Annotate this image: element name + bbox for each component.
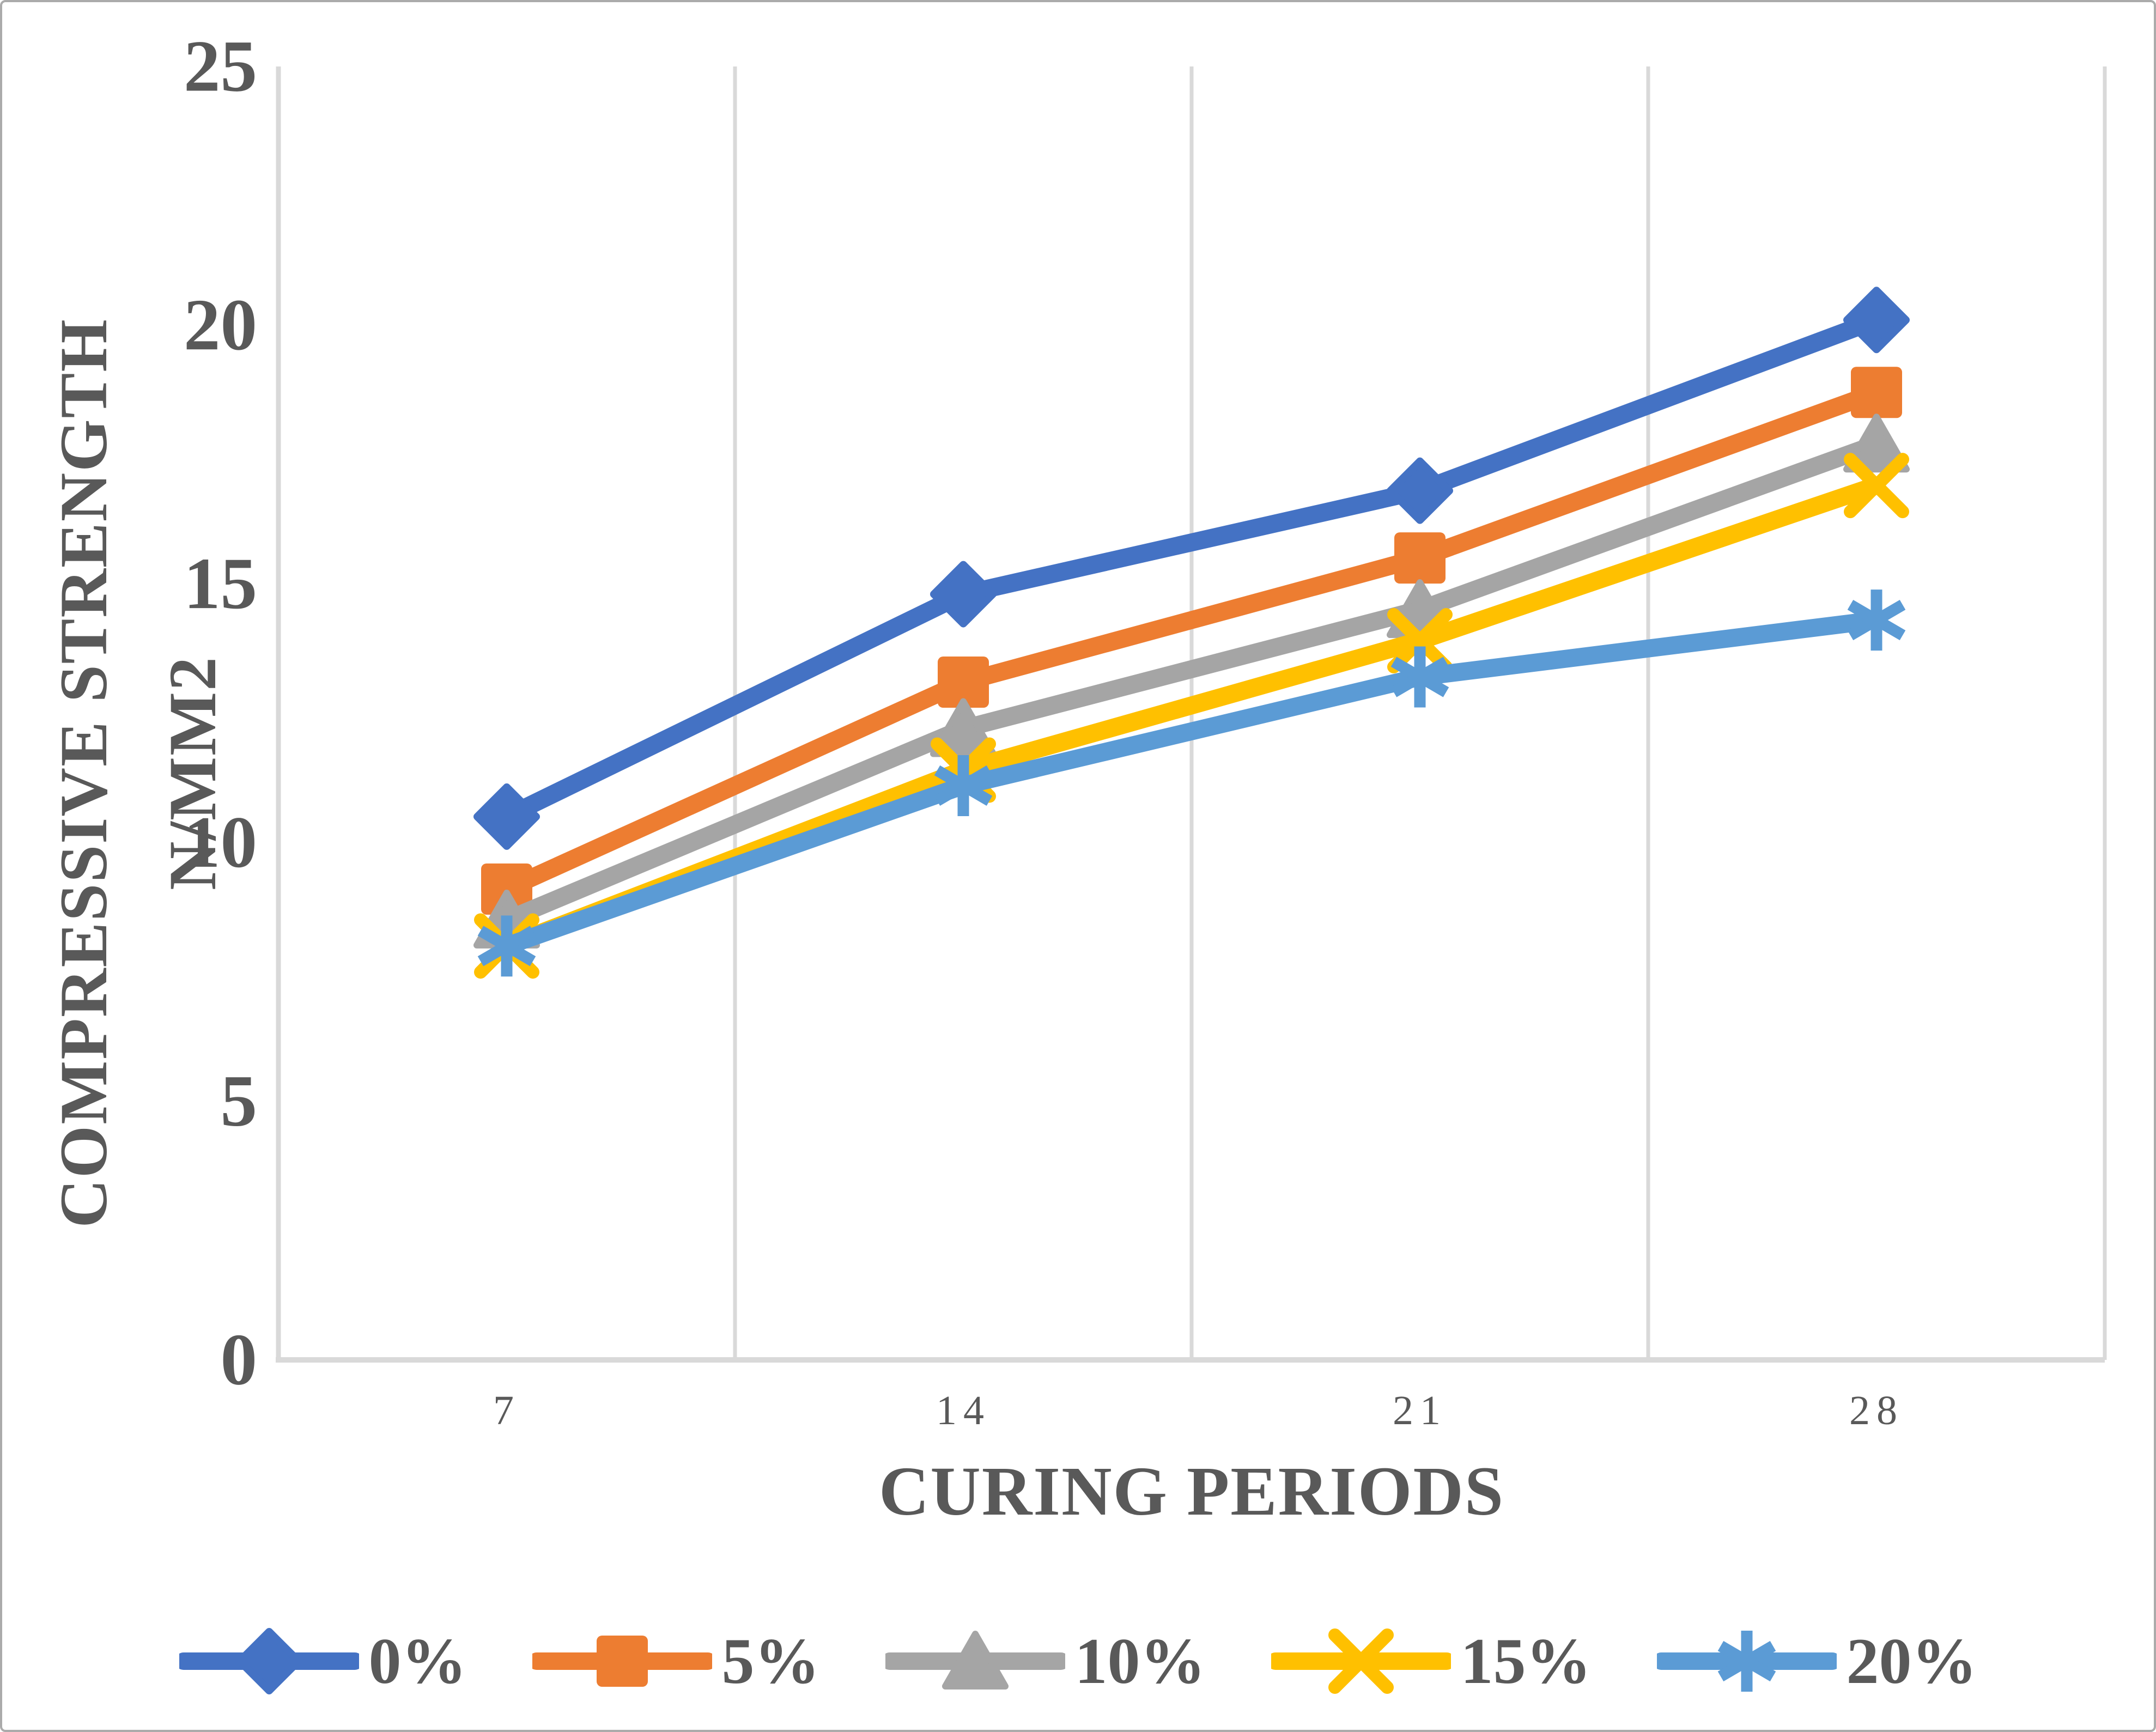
- series-20pct: [477, 590, 1906, 977]
- legend-item-label: 20%: [1846, 1625, 1977, 1697]
- legend-item-label: 15%: [1460, 1625, 1592, 1697]
- legend-item-20pct: 20%: [1656, 1615, 1977, 1707]
- legend: 0% 5% 10% 15% 20%: [2, 1604, 2154, 1718]
- asterisk-marker: [1847, 590, 1906, 651]
- x-axis-title: CURING PERIODS: [878, 1453, 1505, 1530]
- y-tick-label: 5: [221, 1061, 258, 1142]
- legend-item-label: 0%: [368, 1625, 467, 1697]
- triangle-legend-icon: [885, 1631, 1065, 1690]
- diamond-marker: [1387, 457, 1453, 524]
- square-marker: [1851, 367, 1902, 418]
- y-axis-title: COMPRESSIVE STRENGTH N/MM2: [46, 318, 230, 1228]
- legend-item-5pct: 5%: [532, 1615, 820, 1707]
- x-tick-label: 14: [936, 1388, 991, 1433]
- legend-item-label: 5%: [721, 1625, 820, 1697]
- triangle-marker: [942, 1631, 1009, 1690]
- diamond-marker: [930, 561, 997, 628]
- series-line: [497, 383, 1886, 898]
- triangle-marker: [1843, 414, 1910, 473]
- legend-item-0pct: 0%: [179, 1615, 467, 1707]
- y-tick-label: 0: [221, 1320, 258, 1401]
- legend-item-15pct: 15%: [1271, 1615, 1592, 1707]
- asterisk-marker: [477, 915, 536, 977]
- x-marker: [1328, 1628, 1394, 1694]
- diamond-marker: [473, 783, 540, 850]
- x-tick-label: 7: [493, 1388, 520, 1433]
- series-line: [497, 611, 1886, 955]
- y-tick-label: 20: [184, 284, 257, 366]
- square-marker: [596, 1636, 648, 1687]
- x-marker: [1844, 453, 1909, 519]
- square-marker: [938, 657, 989, 708]
- x-tick-label: 28: [1849, 1388, 1904, 1433]
- series-line: [497, 435, 1886, 929]
- asterisk-marker: [1390, 646, 1449, 708]
- series-group: [473, 287, 1910, 979]
- square-marker: [481, 863, 532, 915]
- asterisk-legend-icon: [1656, 1631, 1837, 1692]
- y-axis-tick-labels: 0 5 10 15 20 25: [184, 26, 257, 1401]
- square-marker: [1394, 532, 1446, 584]
- y-tick-label: 15: [184, 543, 257, 624]
- series-line: [497, 311, 1886, 826]
- axes: [276, 66, 2105, 1363]
- x-marker: [1387, 608, 1453, 674]
- series-0pct: [473, 287, 1910, 850]
- legend-item-label: 10%: [1074, 1625, 1206, 1697]
- y-tick-label: 25: [184, 26, 257, 107]
- triangle-marker: [930, 698, 997, 757]
- gridlines: [733, 66, 2107, 1360]
- diamond-marker: [1843, 287, 1910, 354]
- legend-item-10pct: 10%: [885, 1615, 1206, 1707]
- square-legend-icon: [532, 1636, 712, 1687]
- y-tick-label: 10: [184, 802, 257, 883]
- asterisk-marker: [1717, 1631, 1776, 1692]
- diamond-legend-icon: [179, 1628, 359, 1694]
- x-axis-tick-labels: 7 14 21 28: [493, 1388, 1904, 1433]
- diamond-marker: [235, 1628, 302, 1694]
- x-tick-label: 21: [1393, 1388, 1447, 1433]
- series-5pct: [481, 367, 1902, 915]
- x-legend-icon: [1271, 1628, 1451, 1694]
- asterisk-marker: [934, 755, 993, 816]
